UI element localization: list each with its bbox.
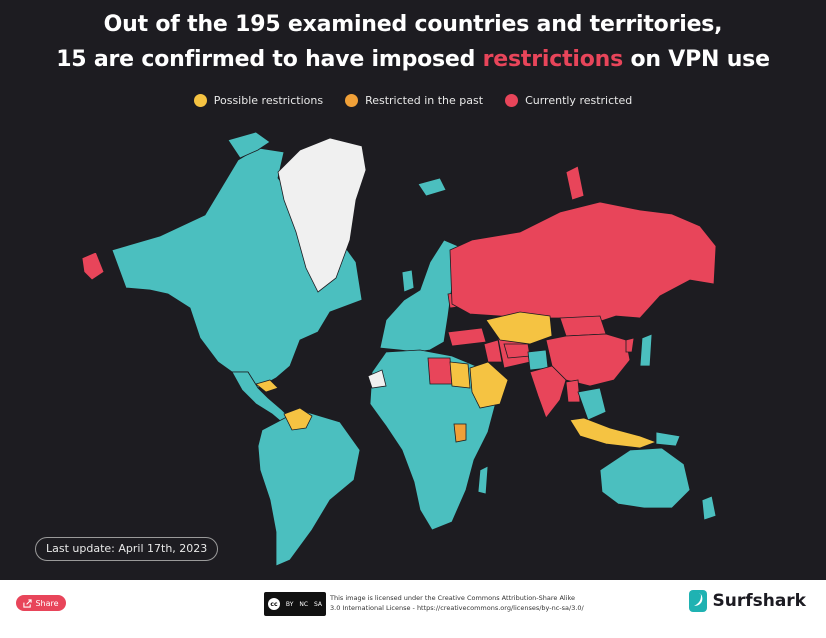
region-africa bbox=[369, 349, 497, 531]
title-line-1: Out of the 195 examined countries and te… bbox=[103, 12, 723, 37]
region-caribbean bbox=[255, 379, 279, 393]
legend: Possible restrictions Restricted in the … bbox=[0, 94, 826, 107]
region-russia bbox=[449, 201, 717, 325]
region-greenland bbox=[277, 137, 367, 293]
region-mongolia bbox=[559, 315, 607, 337]
legend-label-possible: Possible restrictions bbox=[213, 94, 324, 107]
world-map bbox=[81, 131, 717, 567]
legend-swatch-current bbox=[505, 94, 519, 107]
legend-item-possible: Possible restrictions bbox=[193, 94, 324, 107]
share-label: Share bbox=[35, 598, 59, 608]
surfshark-icon bbox=[689, 590, 708, 612]
region-europe bbox=[379, 239, 459, 353]
region-myanmar bbox=[565, 379, 581, 403]
region-indonesia bbox=[569, 417, 658, 449]
license-line-1: This image is licensed under the Creativ… bbox=[330, 594, 576, 602]
share-icon bbox=[23, 598, 33, 608]
license-text: This image is licensed under the Creativ… bbox=[330, 593, 620, 613]
cc-label-sa: SA bbox=[313, 600, 322, 608]
region-libya bbox=[427, 357, 453, 385]
region-alaska-tip bbox=[81, 251, 105, 281]
region-afghanistan bbox=[527, 349, 549, 371]
title-line-2-start: 15 are confirmed to have imposed bbox=[56, 47, 483, 72]
legend-swatch-possible bbox=[193, 94, 207, 107]
region-australia bbox=[599, 447, 691, 509]
legend-label-current: Currently restricted bbox=[525, 94, 633, 107]
map-panel: Out of the 195 examined countries and te… bbox=[0, 0, 826, 580]
legend-swatch-past bbox=[345, 94, 359, 107]
region-southeast-asia bbox=[577, 387, 607, 421]
region-iraq bbox=[483, 339, 503, 363]
region-uk bbox=[401, 269, 415, 293]
region-japan bbox=[639, 333, 653, 367]
legend-item-current: Currently restricted bbox=[505, 94, 632, 107]
region-new-zealand bbox=[701, 495, 717, 521]
cc-label-by: BY bbox=[285, 600, 294, 608]
infographic-title: Out of the 195 examined countries and te… bbox=[0, 7, 826, 77]
brand-name: Surfshark bbox=[712, 591, 806, 611]
last-update-badge: Last update: April 17th, 2023 bbox=[35, 537, 219, 561]
creative-commons-badge: cc BY NC SA bbox=[264, 592, 326, 616]
share-button[interactable]: Share bbox=[16, 595, 66, 611]
region-north-korea bbox=[625, 337, 635, 353]
title-line-2: 15 are confirmed to have imposed restric… bbox=[0, 42, 826, 77]
region-madagascar bbox=[477, 465, 489, 495]
region-india bbox=[529, 365, 567, 419]
region-turkey bbox=[447, 327, 487, 347]
title-line-2-end: on VPN use bbox=[623, 47, 770, 72]
region-russia-islands bbox=[565, 165, 585, 201]
title-highlight: restrictions bbox=[482, 47, 624, 72]
region-iceland bbox=[417, 177, 447, 197]
region-new-guinea bbox=[655, 431, 681, 447]
region-turkmenistan bbox=[503, 343, 531, 359]
surfshark-logo: Surfshark bbox=[689, 590, 806, 612]
region-south-america bbox=[257, 409, 361, 567]
license-line-2: 3.0 International License - https://crea… bbox=[330, 604, 584, 612]
legend-label-past: Restricted in the past bbox=[365, 94, 484, 107]
legend-item-past: Restricted in the past bbox=[345, 94, 483, 107]
region-western-sahara bbox=[367, 369, 387, 389]
region-kazakhstan bbox=[485, 311, 553, 345]
cc-label-nc: NC bbox=[299, 600, 309, 608]
region-egypt bbox=[449, 361, 471, 389]
region-uganda bbox=[453, 423, 467, 443]
cc-icon: cc bbox=[267, 598, 280, 610]
region-arctic-islands bbox=[227, 131, 271, 159]
region-venezuela bbox=[283, 407, 313, 431]
footer: Share cc BY NC SA This image is licensed… bbox=[0, 580, 826, 638]
